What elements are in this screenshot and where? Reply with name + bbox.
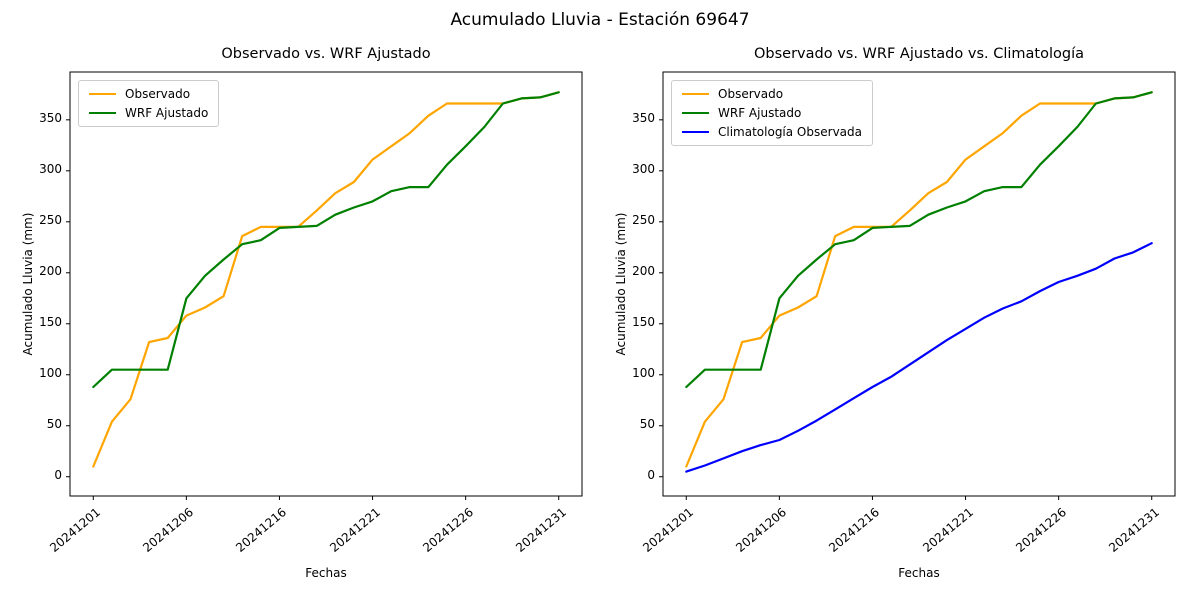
legend-item: Observado — [682, 87, 862, 101]
y-tick-label: 100 — [39, 366, 62, 381]
x-axis-label: Fechas — [305, 566, 347, 580]
legend-line-swatch — [682, 131, 709, 133]
legend-label: Climatología Observada — [718, 125, 862, 139]
y-tick-label: 300 — [632, 162, 655, 177]
legend-label: Observado — [125, 87, 191, 101]
y-axis-label: Acumulado Lluvia (mm) — [614, 212, 628, 356]
y-tick-label: 150 — [632, 315, 655, 330]
legend-item: Climatología Observada — [682, 125, 862, 139]
y-tick-label: 350 — [632, 111, 655, 126]
legend-line-swatch — [89, 112, 116, 114]
legend-item: WRF Ajustado — [682, 106, 862, 120]
figure-suptitle: Acumulado Lluvia - Estación 69647 — [450, 10, 750, 30]
y-tick-label: 300 — [39, 162, 62, 177]
legend: Observado WRF Ajustado Climatología Observ… — [671, 80, 873, 146]
y-axis-label: Acumulado Lluvia (mm) — [21, 212, 35, 356]
legend-label: WRF Ajustado — [718, 106, 802, 120]
axes-frame — [662, 71, 1176, 497]
legend-line-swatch — [682, 93, 709, 95]
y-tick-label: 150 — [39, 315, 62, 330]
y-tick-label: 0 — [647, 468, 655, 483]
y-tick-label: 50 — [46, 417, 62, 432]
series-line-observado — [685, 91, 1153, 468]
axes-frame — [69, 71, 583, 497]
legend-item: WRF Ajustado — [89, 106, 208, 120]
y-tick-label: 350 — [39, 111, 62, 126]
y-tick-label: 0 — [54, 468, 62, 483]
y-tick-label: 250 — [39, 213, 62, 228]
y-tick-label: 50 — [639, 417, 655, 432]
x-tick-label: 20241201 — [640, 505, 697, 555]
legend-item: Observado — [89, 87, 208, 101]
y-tick-label: 200 — [39, 264, 62, 279]
chart-title: Observado vs. WRF Ajustado — [221, 46, 431, 62]
series-line-climatolog-a-observada — [685, 242, 1153, 473]
legend-line-swatch — [682, 112, 709, 114]
plot-area — [659, 71, 1176, 500]
legend-label: Observado — [718, 87, 784, 101]
series-line-wrf-ajustado — [685, 91, 1153, 389]
y-tick-label: 100 — [632, 366, 655, 381]
series-line-wrf-ajustado — [92, 91, 560, 389]
y-tick-label: 200 — [632, 264, 655, 279]
x-axis-label: Fechas — [898, 566, 940, 580]
series-line-observado — [92, 91, 560, 468]
plot-area — [66, 71, 583, 500]
legend-label: WRF Ajustado — [125, 106, 209, 120]
x-tick-label: 20241201 — [47, 505, 104, 555]
chart-title: Observado vs. WRF Ajustado vs. Climatolo… — [754, 46, 1084, 62]
legend: Observado WRF Ajustado — [78, 80, 220, 127]
legend-line-swatch — [89, 93, 116, 95]
y-tick-label: 250 — [632, 213, 655, 228]
